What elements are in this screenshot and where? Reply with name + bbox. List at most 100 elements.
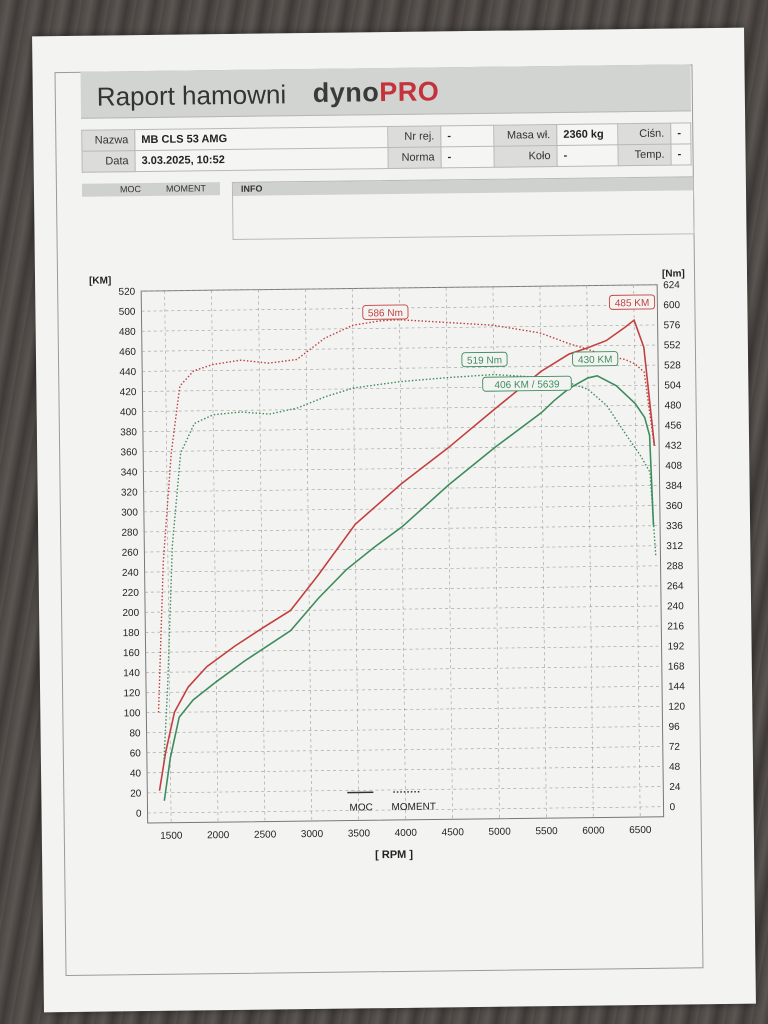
grid-line-v [305, 289, 313, 822]
y2-tick-label: 624 [663, 280, 680, 291]
y2-tick-label: 264 [667, 581, 684, 592]
y2-tick-label: 408 [665, 461, 682, 472]
y2-tick-label: 600 [663, 300, 680, 311]
y-tick-label: 420 [120, 387, 137, 398]
y2-tick-label: 384 [666, 481, 683, 492]
y2-tick-label: 192 [668, 641, 685, 652]
grid-line-v [351, 288, 360, 821]
annotation-box [461, 351, 508, 368]
red-moment-curve [157, 319, 656, 713]
legend-moment-label: MOMENT [391, 802, 436, 814]
y2-tick-label: 240 [667, 601, 684, 612]
y-tick-label: 280 [121, 528, 138, 539]
y-tick-label: 140 [123, 668, 140, 679]
annotation-text: 406 KM / 5639 [494, 379, 560, 391]
y2-tick-label: 216 [667, 621, 684, 632]
grid-line-h [147, 806, 664, 814]
grid-line-h [146, 685, 663, 693]
y2-tick-label: 48 [669, 762, 681, 773]
y2-tick-label: 504 [664, 380, 681, 391]
x-tick-label: 6500 [629, 825, 652, 836]
x-tick-label: 3500 [348, 828, 371, 839]
x-tick-label: 3000 [301, 829, 324, 840]
y-tick-label: 480 [119, 327, 136, 338]
grid-line-v [586, 285, 594, 818]
annotation-box [482, 375, 572, 392]
y-tick-label: 360 [120, 447, 137, 458]
annotation-box [572, 351, 619, 367]
y2-tick-label: 72 [669, 742, 681, 753]
dyno-chart: 0204060801001201401601802002202402602803… [89, 268, 686, 861]
grid-line-v [445, 287, 453, 820]
chart-annotations: 586 Nm 485 KM 519 Nm 430 KM 406 KM / 5639 [362, 294, 656, 392]
kolo-label: Koło [493, 145, 558, 168]
cisn-label: Ciśn. [617, 123, 671, 145]
y2-tick-label: 576 [664, 320, 681, 331]
curve-tabs: MOC MOMENT [81, 182, 221, 197]
annotation-text: 519 Nm [467, 355, 502, 366]
data-value: 3.03.2025, 10:52 [134, 147, 389, 172]
x-tick-label: 4500 [442, 827, 465, 838]
grid-line-h [145, 665, 662, 673]
grid-line-v [633, 285, 641, 818]
y2-tick-label: 360 [666, 501, 683, 512]
info-box: INFO [231, 176, 695, 240]
legend-moc-label: MOC [349, 802, 372, 813]
y-tick-label: 80 [129, 728, 141, 739]
annotation-label: 406 KM / 5639 [482, 375, 572, 392]
annotation-label: 586 Nm [362, 304, 409, 320]
nr-rej-label: Nr rej. [387, 125, 441, 148]
x-tick-label: 5000 [488, 827, 511, 838]
tab-moc: MOC [119, 184, 141, 195]
kolo-value: - [556, 144, 619, 167]
dyno-report-paper: Raport hamowni dynoPRO Nazwa MB CLS 53 A… [32, 27, 756, 1013]
y-tick-label: 440 [119, 367, 136, 378]
info-box-label: INFO [232, 177, 693, 196]
chart-curves [157, 318, 657, 801]
grid-line-v [398, 287, 406, 820]
y2-tick-label: 120 [668, 702, 685, 713]
masa-label: Masa wł. [493, 124, 557, 147]
y-axis-label: [KM] [89, 275, 111, 286]
grid-line-h [145, 605, 662, 613]
green-moc-curve [163, 374, 655, 801]
x-tick-label: 4000 [395, 828, 418, 839]
annotation-text: 485 KM [615, 298, 650, 309]
y-tick-label: 220 [122, 588, 139, 599]
y-tick-label: 120 [123, 688, 140, 699]
annotation-text: 430 KM [578, 355, 613, 366]
y2-tick-label: 480 [665, 400, 682, 411]
y2-tick-label: 96 [668, 722, 680, 733]
y-tick-label: 20 [130, 788, 142, 799]
report-header: Raport hamowni dynoPRO [80, 64, 692, 119]
grid-line-v [539, 286, 547, 819]
cisn-value: - [670, 122, 691, 145]
red-moc-curve [158, 318, 656, 791]
grid-line-v [164, 290, 172, 823]
y2-tick-label: 312 [666, 541, 683, 552]
y-tick-label: 60 [130, 748, 142, 759]
nr-rej-value: - [440, 125, 494, 147]
x-tick-label: 2000 [207, 830, 230, 841]
grid-line-h [146, 746, 663, 754]
y2-tick-label: 288 [667, 561, 684, 572]
y-tick-label: 180 [123, 628, 140, 639]
annotation-label: 485 KM [608, 294, 656, 310]
y2-tick-label: 0 [669, 802, 675, 813]
y2-tick-label: 552 [664, 340, 681, 351]
norma-label: Norma [387, 146, 442, 169]
data-label: Data [81, 150, 136, 173]
y-tick-label: 500 [119, 307, 136, 318]
norma-value: - [440, 146, 495, 168]
nazwa-label: Nazwa [81, 129, 135, 152]
chart-legend: MOC MOMENT [347, 790, 436, 814]
grid-line-h [143, 505, 660, 513]
report-title: Raport hamowni [96, 79, 287, 112]
x-tick-label: 5500 [535, 826, 558, 837]
y2-tick-label: 456 [665, 421, 682, 432]
tab-moment: MOMENT [165, 183, 206, 194]
annotation-box [608, 294, 656, 310]
y-tick-label: 100 [124, 708, 141, 719]
y-tick-label: 0 [136, 809, 142, 820]
y-tick-label: 520 [118, 287, 135, 298]
